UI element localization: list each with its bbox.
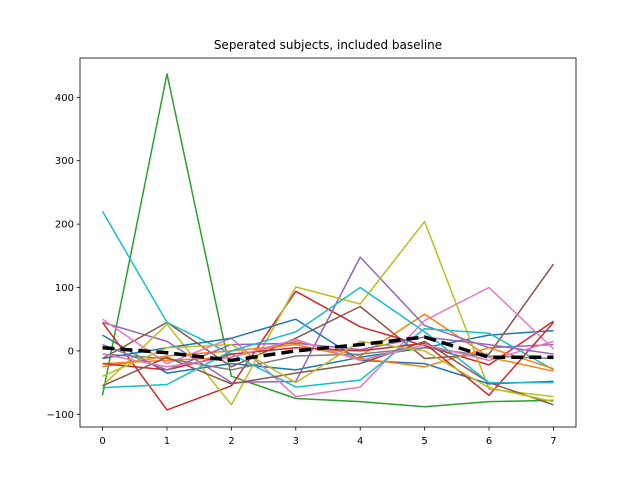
x-tick-label: 1 [164,436,170,447]
series-line-17 [102,340,554,403]
series-line-9 [101,220,554,406]
x-tick-label: 0 [99,436,105,447]
series-line-1 [102,329,554,374]
plot-frame [79,57,577,428]
x-tick-label: 6 [486,436,492,447]
series-line-3 [101,73,554,408]
y-tick-label: 200 [55,220,74,231]
series-line-18 [102,286,554,389]
x-tick-label: 3 [293,436,299,447]
series-line-15 [102,340,554,406]
series-line-10 [101,211,554,388]
baseline-layer [102,335,554,363]
chart-title: Seperated subjects, included baseline [214,38,442,52]
series-line-11 [102,318,554,385]
x-tick-label: 2 [228,436,234,447]
y-tick-label: 100 [55,283,74,294]
x-tick-label: 4 [357,436,363,447]
series-line-7 [102,286,555,398]
x-tick-label: 5 [421,436,427,447]
y-tick-label: 300 [55,156,74,167]
x-axis: 0 1 2 3 4 5 6 7 [99,427,557,447]
y-tick-label: 0 [68,346,74,357]
baseline-line [102,335,554,363]
series-line-16 [102,338,554,368]
y-tick-label: −100 [47,410,74,421]
x-tick-label: 7 [550,436,556,447]
y-axis: −100 0 100 200 300 400 [47,93,80,421]
y-tick-label: 400 [55,93,74,104]
